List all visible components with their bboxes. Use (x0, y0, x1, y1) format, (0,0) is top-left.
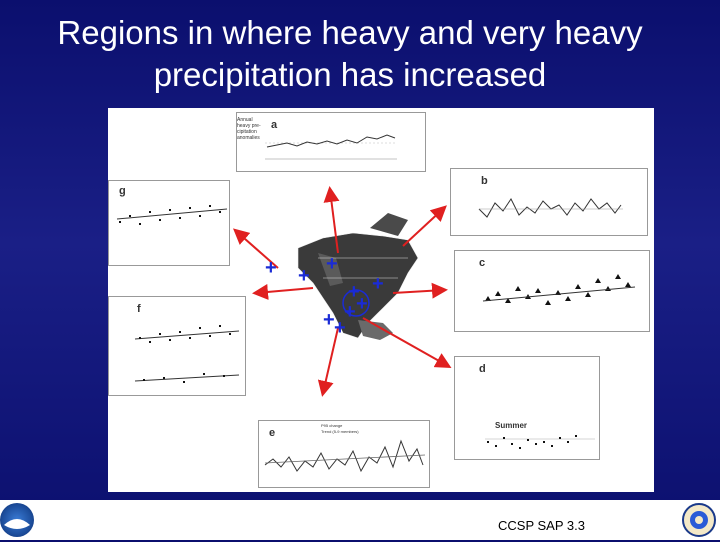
arrow-to-b (402, 205, 447, 247)
title-line-2: precipitation has increased (153, 56, 547, 93)
panel-a-ylabel: Annual heavy pre-cipitation anomalies (237, 117, 261, 141)
panel-f-plot (134, 325, 240, 383)
panel-d-inset: Summer (495, 421, 528, 430)
panel-b: b (450, 168, 648, 236)
panel-f-label: f (137, 303, 141, 315)
arrows-layer: + + + + + + + + + (232, 186, 452, 397)
north-america-map (297, 213, 419, 340)
plus-marker-3: + (326, 253, 338, 275)
panel-b-plot (478, 198, 623, 218)
plus-marker-5: + (372, 273, 384, 295)
panel-b-label: b (481, 175, 488, 187)
panel-c-plot (482, 274, 636, 305)
plus-marker-9: + (334, 317, 346, 339)
noaa-logo-icon (0, 503, 34, 537)
panel-a-label: a (271, 119, 278, 131)
arrow-to-f (252, 283, 314, 300)
panel-e-legend-1: P95 change (321, 423, 343, 428)
plus-marker-8: + (323, 309, 335, 331)
footer-citation: CCSP SAP 3.3 (498, 518, 585, 533)
panel-e-label: e (269, 427, 276, 439)
arrow-to-a (323, 186, 340, 254)
arrow-to-e (317, 327, 339, 397)
plus-marker-2: + (298, 265, 310, 287)
plus-marker-1: + (265, 257, 277, 279)
panel-g-plot (116, 205, 228, 225)
arrow-to-g (232, 228, 279, 269)
plus-marker-4: + (348, 281, 360, 303)
figure-area: + + + + + + + + + a Annual heavy pre-cip… (108, 108, 654, 492)
panel-e: e P95 change Trend (5-9 members) (258, 420, 430, 488)
panel-g-label: g (119, 185, 126, 197)
panel-d-plot (485, 435, 595, 449)
commerce-seal-icon (682, 503, 716, 537)
arrow-to-c (392, 282, 448, 299)
panel-c-label: c (479, 257, 486, 269)
panel-a: a Annual heavy pre-cipitation anomalies (236, 112, 426, 172)
panel-g: g (108, 180, 230, 266)
plus-marker-7: + (344, 301, 356, 323)
footer-bar (0, 500, 720, 540)
panel-d-label: d (479, 363, 486, 375)
panel-d: d Summer (454, 356, 600, 460)
panel-e-plot (264, 439, 426, 473)
title-line-1: Regions in where heavy and very heavy (57, 14, 643, 51)
arrow-to-d (362, 317, 452, 368)
panel-c: c (454, 250, 650, 332)
plus-marker-6: + (356, 293, 368, 315)
panel-f: f (108, 296, 246, 396)
panel-a-plot (265, 134, 397, 160)
panel-e-legend-2: Trend (5-9 members) (321, 429, 359, 434)
slide-title: Regions in where heavy and very heavy pr… (0, 12, 700, 96)
